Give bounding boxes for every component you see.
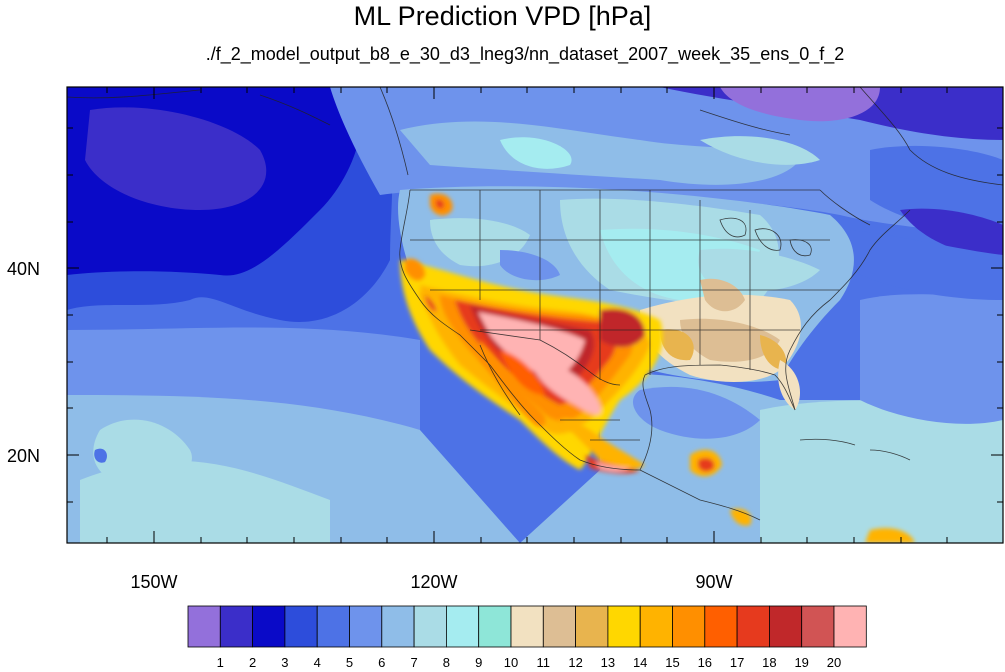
colorbar-tick-label: 19 xyxy=(794,655,809,670)
lon-label-150w: 150W xyxy=(130,572,178,592)
colorbar-swatch xyxy=(219,605,254,648)
colorbar-swatch xyxy=(349,605,383,648)
colorbar-tick-label: 3 xyxy=(281,655,289,670)
colorbar-swatch xyxy=(672,605,706,648)
colorbar-swatch xyxy=(704,605,738,648)
lon-label-90w: 90W xyxy=(695,572,733,592)
colorbar-tick-label: 13 xyxy=(600,655,616,670)
lon-label-120w: 120W xyxy=(410,572,458,592)
colorbar-tick-label: 9 xyxy=(475,655,483,670)
colorbar-swatch xyxy=(445,605,480,648)
colorbar-tick-label: 1 xyxy=(216,655,224,670)
colorbar-tick-label: 16 xyxy=(697,655,713,670)
colorbar-tick-label: 10 xyxy=(503,655,519,670)
colorbar-swatch xyxy=(575,605,609,648)
colorbar-swatch xyxy=(478,605,512,648)
colorbar xyxy=(187,605,867,648)
lat-label-20n: 20N xyxy=(6,446,40,466)
colorbar-swatch xyxy=(833,605,867,648)
colorbar-swatch xyxy=(252,605,286,648)
colorbar-swatch xyxy=(510,605,544,648)
colorbar-tick-label: 12 xyxy=(568,655,583,670)
colorbar-tick-label: 14 xyxy=(632,655,648,670)
frame-ticks xyxy=(67,87,1003,543)
colorbar-tick-label: 11 xyxy=(536,655,551,670)
colorbar-swatch xyxy=(736,605,770,648)
colorbar-swatch xyxy=(607,605,641,648)
colorbar-swatch xyxy=(381,605,415,648)
colorbar-tick-label: 18 xyxy=(762,655,777,670)
vpd-field xyxy=(67,87,1003,543)
map-title: ML Prediction VPD [hPa] xyxy=(353,1,652,31)
colorbar-tick-label: 17 xyxy=(729,655,745,670)
lat-label-40n: 40N xyxy=(6,259,40,279)
colorbar-tick-label: 5 xyxy=(345,655,354,670)
colorbar-swatch xyxy=(769,605,803,648)
colorbar-swatch xyxy=(284,605,318,648)
colorbar-tick-label: 8 xyxy=(442,655,450,670)
colorbar-tick-label: 2 xyxy=(248,655,257,670)
colorbar-swatch xyxy=(187,605,221,648)
colorbar-tick-label: 20 xyxy=(826,655,842,670)
colorbar-tick-label: 6 xyxy=(378,655,386,670)
colorbar-tick-label: 15 xyxy=(665,655,680,670)
map-subtitle: ./f_2_model_output_b8_e_30_d3_lneg3/nn_d… xyxy=(205,44,845,64)
colorbar-tick-label: 4 xyxy=(313,655,321,670)
colorbar-swatch xyxy=(316,605,350,648)
colorbar-swatch xyxy=(542,605,576,648)
colorbar-swatch xyxy=(639,605,673,648)
colorbar-tick-label: 7 xyxy=(410,655,418,670)
colorbar-swatch xyxy=(413,605,447,648)
colorbar-swatch xyxy=(801,605,835,648)
